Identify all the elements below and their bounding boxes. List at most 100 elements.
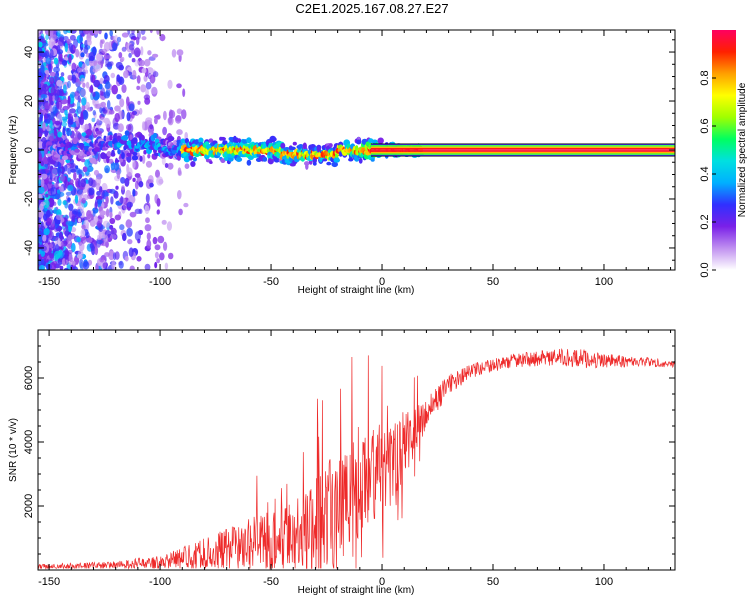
spectrogram-cell	[116, 94, 122, 100]
spectrogram-cell	[79, 203, 85, 213]
spectrogram-cell	[89, 220, 96, 227]
spectrogram-cell	[60, 245, 64, 251]
spectrogram-cell	[128, 194, 136, 204]
spectrogram-cell	[52, 260, 57, 266]
spectrogram-cell	[71, 62, 77, 72]
spectrogram-cell	[43, 253, 50, 263]
spectrogram-cell	[64, 230, 70, 237]
colorbar-tick-label: 0.8	[699, 70, 711, 85]
spectrogram-cell	[106, 100, 111, 110]
spectrogram-cell	[108, 250, 115, 261]
spectrogram-cell	[126, 167, 133, 177]
spectrogram-cell	[111, 260, 116, 270]
spectrogram-cell	[57, 198, 62, 206]
spectrogram-cell	[81, 97, 87, 106]
spectrogram-cell	[63, 150, 67, 157]
spectrogram-cell	[132, 151, 138, 156]
spectrogram-cell	[85, 58, 91, 66]
spectrogram-cell	[42, 213, 47, 221]
spectrogram-cell	[155, 169, 160, 178]
spectrogram-cell	[149, 124, 154, 130]
spectrogram-cell	[61, 135, 65, 139]
spectrogram-cell	[88, 51, 96, 62]
spectrogram-cell	[38, 264, 45, 270]
spectrogram-cell	[140, 30, 146, 35]
spectrogram-cell	[85, 128, 93, 136]
spectrogram-cell	[80, 77, 85, 83]
spectrogram-cell	[167, 162, 174, 170]
spectrogram-cell	[98, 30, 102, 35]
snr-y-label: SNR (10 * v/v)	[8, 418, 19, 482]
spectrogram-cell	[38, 193, 43, 200]
spectrogram-cell	[45, 193, 49, 198]
spectrogram-cell	[94, 198, 98, 208]
spectrogram-cell	[136, 85, 141, 90]
spectrogram-cell	[59, 167, 64, 177]
spectrogram-cell	[91, 117, 96, 123]
spectrogram-cell	[74, 148, 80, 153]
spectrogram-cell	[111, 149, 115, 155]
spectrogram-cell	[82, 194, 89, 201]
spectrogram-cell	[64, 214, 69, 223]
spectrogram-cell	[302, 142, 307, 150]
spectrogram-cell	[82, 166, 88, 173]
colorbar-label: Normalized spectral amplitude	[737, 82, 748, 217]
spectrogram-cell	[145, 117, 153, 123]
spectrogram-cell	[120, 196, 124, 205]
spectrogram-cell	[147, 153, 151, 159]
spectrogram-cell	[114, 214, 122, 221]
spectrogram-band	[370, 153, 675, 155]
spectrogram-cell	[45, 57, 52, 65]
spectrogram-cell	[183, 202, 189, 208]
spectrogram-cell	[246, 159, 252, 166]
spectrogram-cell	[45, 34, 49, 41]
spectrogram-cell	[126, 227, 133, 237]
spectrogram-cell	[175, 115, 182, 124]
spectrogram-cell	[119, 224, 125, 231]
x-tick-label: 50	[487, 276, 499, 288]
spectrogram-cell	[167, 79, 173, 89]
spectrogram-cell	[54, 250, 61, 260]
spectrogram-cell	[47, 156, 51, 162]
spectrogram-cell	[102, 153, 108, 159]
spectrogram-cell	[190, 161, 196, 167]
spectrogram-band	[370, 146, 675, 149]
spectrogram-cell	[157, 143, 161, 148]
spectrogram-cell	[77, 212, 82, 217]
spectrogram-cell	[123, 70, 129, 79]
spectrogram-cell	[67, 197, 71, 203]
colorbar-tick-label: 0.6	[699, 118, 711, 133]
spectrogram-cell	[121, 46, 127, 52]
spectrogram-cell	[42, 199, 50, 209]
spectrogram-cell	[219, 136, 226, 141]
spectrogram-cell	[81, 132, 87, 137]
spectrogram-cell	[140, 139, 146, 144]
spectrogram-cell	[150, 86, 158, 95]
spectrogram-cell	[57, 30, 61, 37]
spectrogram-cell	[246, 137, 252, 144]
spectrogram-cell	[71, 74, 77, 84]
spectrogram-cell	[67, 184, 74, 192]
spectrogram-cell	[184, 132, 188, 140]
snr-series-line	[38, 348, 675, 570]
spectrogram-cell	[64, 56, 69, 61]
spectrogram-cell	[38, 186, 45, 194]
spectrogram-cell	[53, 128, 58, 137]
spectrogram-cell	[88, 177, 94, 187]
spectrogram-cell	[38, 132, 42, 139]
spectrogram-cell	[377, 137, 384, 144]
spectrogram-cell	[40, 245, 47, 252]
spectrogram-cell	[60, 95, 65, 101]
spectrogram-cell	[42, 234, 47, 242]
spectrogram-cell	[81, 224, 86, 230]
spectrogram-cell	[146, 239, 152, 249]
spectrogram-cell	[76, 169, 84, 174]
spectrogram-cell	[169, 110, 176, 119]
spectrogram-cell	[38, 227, 44, 235]
spectrogram-cell	[74, 194, 79, 204]
spectrogram-cell	[146, 232, 151, 241]
spectrogram-cell	[168, 116, 173, 124]
spectrogram-cell	[38, 71, 43, 79]
spectrogram-cell	[38, 152, 43, 162]
spectrogram-cell	[76, 237, 81, 243]
